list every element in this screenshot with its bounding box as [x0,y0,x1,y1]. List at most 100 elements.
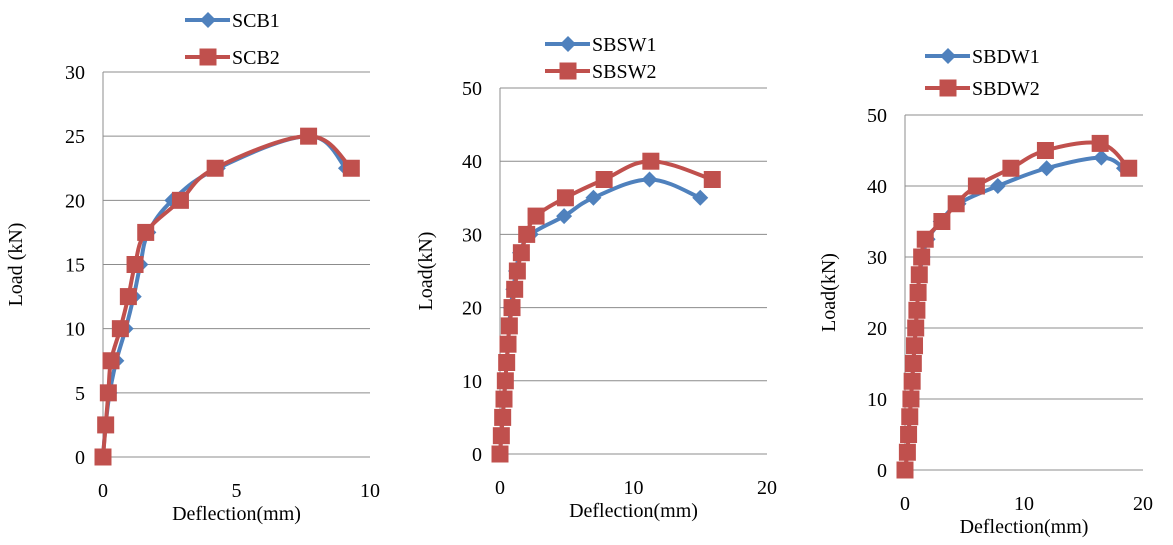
data-point [556,208,573,225]
x-axis-label: Deflection(mm) [569,500,698,522]
series-SBDW1 [897,149,1132,478]
y-axis-label: Load(kN) [818,253,840,332]
data-point [947,195,965,213]
legend-entry-SCB1: SCB1 [185,10,280,32]
legend-label: SCB2 [232,47,280,69]
legend-entry-SBSW1: SBSW1 [545,34,656,56]
series-SCB2 [94,127,360,466]
legend-marker [199,48,217,66]
legend-entry-SBDW1: SBDW1 [925,46,1040,68]
x-tick-label: 0 [900,493,910,515]
y-tick-label: 0 [472,444,482,466]
legend-label: SBDW1 [972,46,1040,68]
y-tick-label: 20 [65,190,85,212]
data-point [556,189,574,207]
data-point [1091,134,1109,152]
y-tick-label: 30 [462,224,482,246]
data-point [900,426,918,443]
legend-entry-SBDW2: SBDW2 [925,78,1040,100]
legend-label: SBDW2 [972,78,1040,100]
x-axis-label: Deflection(mm) [960,516,1089,538]
y-tick-label: 0 [75,447,85,469]
data-point [1120,159,1138,177]
x-tick-label: 20 [757,477,777,499]
x-tick-label: 5 [232,480,242,502]
data-point [126,256,144,273]
y-axis-label: Load(kN) [415,232,437,311]
data-point [111,320,129,338]
legend-label: SBSW1 [592,34,656,56]
x-axis-label: Deflection(mm) [172,503,301,525]
y-tick-label: 10 [65,319,85,341]
data-point [595,171,613,188]
series-line [903,140,1131,471]
data-point [527,207,545,225]
x-tick-label: 10 [624,477,644,499]
data-point [1002,159,1020,177]
data-point [206,159,224,177]
data-point [913,248,931,266]
data-point [692,189,709,206]
x-tick-label: 0 [495,477,505,499]
legend-marker [939,79,957,97]
y-tick-label: 30 [65,62,85,84]
y-tick-label: 0 [877,460,887,482]
y-tick-label: 5 [75,383,85,405]
data-point [102,352,120,370]
data-point [916,230,934,248]
data-point [908,301,926,319]
data-point [94,448,112,466]
data-point [506,280,524,298]
y-tick-label: 50 [867,105,887,127]
data-point [642,152,660,170]
data-point [902,390,920,408]
data-point [342,159,360,177]
legend-marker [940,48,956,64]
y-tick-label: 15 [65,255,85,277]
y-axis-label: Load (kN) [5,223,27,307]
data-point [500,317,518,335]
data-point [641,171,658,188]
x-tick-label: 10 [360,480,380,502]
data-point [585,189,602,206]
data-point [503,299,521,317]
data-point [933,213,951,230]
y-tick-label: 30 [867,247,887,269]
data-point [910,266,928,284]
data-point [171,191,189,209]
legend-label: SCB1 [232,10,280,32]
x-tick-label: 0 [98,480,108,502]
x-tick-label: 10 [1014,493,1034,515]
legend-marker [560,36,576,52]
data-point [896,461,914,479]
data-point [495,390,513,408]
data-point [512,244,530,262]
legend-label: SBSW2 [592,61,656,83]
chart-panel-2: 0 10 20 30 40 50 0 10 20 Deflection(mm) Load(kN) SB… [415,34,777,522]
data-point [137,223,155,241]
series-SBSW2 [491,152,721,463]
series-SBDW2 [896,134,1138,479]
chart-panel-1: 0 5 10 15 20 25 30 0 5 10 Deflection(mm) Load (kN) S… [5,10,380,525]
data-point [499,335,517,353]
y-tick-label: 25 [65,126,85,148]
y-tick-label: 20 [867,318,887,340]
data-point [518,225,536,243]
data-point [967,177,985,195]
chart-panel-3: 0 10 20 30 40 50 0 10 20 Deflection(mm) Load(kN) SB… [818,46,1153,538]
data-point [703,171,721,188]
data-point [99,384,117,402]
data-point [898,443,916,461]
legend-entry-SBSW2: SBSW2 [545,61,656,83]
data-point [494,408,512,426]
data-point [907,319,925,337]
y-tick-label: 10 [462,371,482,393]
data-point [119,288,137,306]
data-point [496,372,514,390]
data-point [1036,142,1054,159]
data-point [300,127,318,145]
data-point [1093,149,1110,166]
data-point [901,408,919,426]
y-tick-label: 50 [462,78,482,100]
